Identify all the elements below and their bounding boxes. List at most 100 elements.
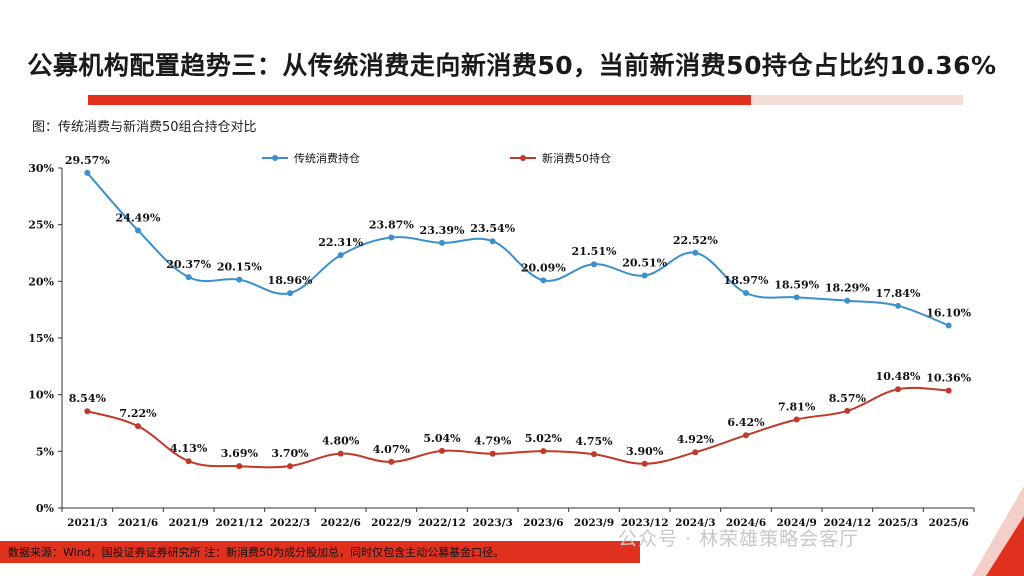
data-label: 8.57% [829,392,867,405]
x-axis-ticks: 2021/3 2021/6 2021/9 2021/12 2022/3 2022/6 202… [61,508,975,529]
data-point [337,450,344,457]
x-tick-label: 2021/9 [168,517,208,529]
data-point [743,290,749,297]
data-point [591,261,597,268]
y-tick-label: 30% [28,162,54,175]
source-note: 数据来源：Wind，国投证券证券研究所 注：新消费50为成分股加总，同时仅包含主… [8,546,505,559]
data-point [743,432,749,439]
x-tick-label: 2024/9 [776,517,816,529]
data-point [489,450,496,457]
data-label: 20.37% [166,258,211,271]
data-point [185,458,192,465]
data-label: 4.13% [170,442,208,455]
data-point [489,238,496,245]
series-line-new-consumption [87,386,949,469]
chart-data-labels: 29.57% 24.49% 20.37% 20.15% 18.96% 22.31% 23.8… [65,154,972,460]
data-point [287,463,293,470]
chart-legend: 传统消费持仓 新消费50持仓 [262,151,611,165]
x-tick-label: 2023/6 [523,517,563,529]
data-point [844,297,851,304]
x-tick-label: 2024/6 [726,517,766,529]
data-point [692,249,699,256]
data-point [236,276,243,283]
data-point [84,169,91,176]
data-point [540,448,547,455]
data-label: 7.22% [119,407,157,420]
data-label: 18.97% [724,274,769,287]
data-label: 6.42% [727,416,765,429]
x-tick-label: 2024/3 [675,517,715,529]
data-label: 16.10% [926,307,971,320]
corner-decoration [972,486,1024,576]
data-label: 29.57% [65,154,110,167]
data-label: 10.48% [876,370,921,383]
data-label: 3.70% [271,447,309,460]
x-tick-label: 2023/9 [574,517,614,529]
data-label: 21.51% [572,245,617,258]
data-point [591,451,597,458]
y-tick-label: 5% [36,445,55,458]
watermark: 公众号 · 林荣雄策略会客厅 [618,528,860,550]
data-point [793,294,800,301]
x-tick-label: 2022/9 [371,517,411,529]
data-label: 4.79% [474,435,512,448]
y-axis-ticks: 0% 5% 10% 15% 20% 25% 30% [28,162,62,515]
data-point [895,302,901,309]
data-label: 4.75% [575,435,613,448]
data-point [337,252,344,259]
data-label: 5.02% [525,432,563,445]
y-tick-label: 20% [28,275,54,288]
data-label: 17.84% [876,287,921,300]
line-chart: 0%5%10%15%20%25%30% 2021/3 2021/6 2021/9 20… [28,151,975,529]
data-label: 24.49% [116,211,161,224]
data-point [641,460,648,467]
x-tick-label: 2022/3 [270,517,310,529]
legend-label: 新消费50持仓 [542,151,611,165]
x-tick-label: 2023/3 [472,517,512,529]
x-tick-label: 2022/12 [418,517,466,529]
data-label: 4.92% [677,433,715,446]
x-tick-label: 2021/3 [67,517,107,529]
data-point [388,458,395,465]
data-label: 23.87% [369,218,414,231]
data-point [135,423,141,430]
y-tick-label: 0% [36,502,55,515]
data-label: 18.59% [774,278,819,291]
legend-swatch-marker [272,155,278,161]
data-label: 20.51% [622,257,667,270]
data-label: 4.07% [373,443,411,456]
data-label: 8.54% [69,392,107,405]
legend-label: 传统消费持仓 [294,151,360,165]
x-tick-label: 2024/12 [823,517,871,529]
x-tick-label: 2025/3 [878,517,918,529]
data-point [793,416,800,423]
data-point [692,449,699,456]
data-label: 3.69% [221,447,259,460]
series-line-traditional [86,172,950,327]
title-underline-red [88,95,751,105]
chart-points [84,169,952,470]
x-tick-label: 2021/6 [118,517,158,529]
y-tick-label: 15% [28,332,54,345]
data-label: 3.90% [626,445,664,458]
data-label: 20.15% [217,261,262,274]
data-label: 18.29% [825,282,870,295]
data-point [185,274,192,281]
title-underline-pink [751,95,963,105]
data-label: 18.96% [268,274,313,287]
figure-caption: 图：传统消费与新消费50组合持仓对比 [32,120,257,135]
data-point [236,463,243,470]
data-label: 7.81% [778,400,816,413]
x-tick-label: 2023/12 [621,517,669,529]
x-tick-label: 2022/6 [320,517,360,529]
data-point [84,408,91,415]
data-label: 5.04% [423,432,461,445]
data-point [945,322,952,329]
data-point [388,234,395,241]
data-label: 22.31% [318,236,363,249]
legend-swatch-marker [520,155,526,161]
data-label: 20.09% [521,261,566,274]
x-tick-label: 2025/6 [928,517,968,529]
data-point [135,227,141,234]
data-label: 23.54% [470,222,515,235]
